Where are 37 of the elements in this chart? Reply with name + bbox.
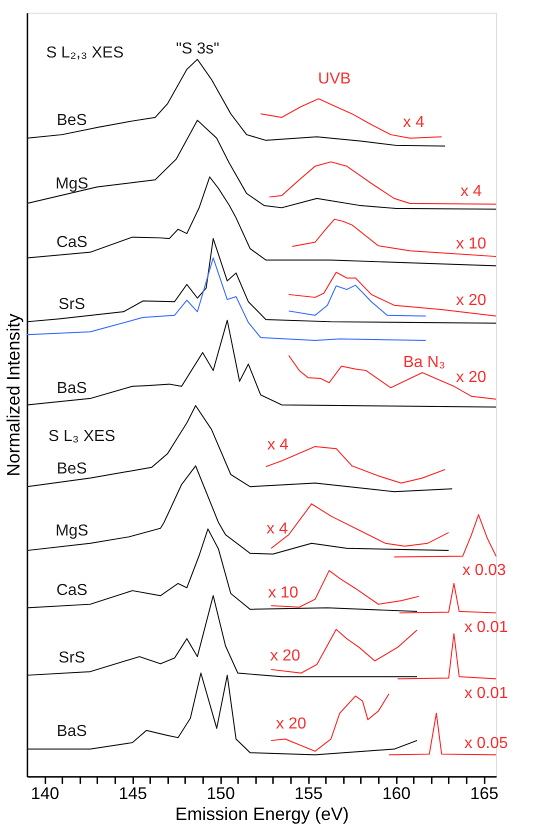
annotation: S L₃ XES xyxy=(48,428,116,445)
series-label: x 4 xyxy=(266,520,288,538)
series-label: BaS xyxy=(56,723,87,740)
series-label: x 4 xyxy=(267,436,289,454)
x-tick-label: 160 xyxy=(382,784,411,803)
series-label: x 20 xyxy=(456,369,486,386)
series-label: MgS xyxy=(55,522,88,540)
series-label: x 4 xyxy=(403,114,424,131)
series-label: MgS xyxy=(55,175,88,192)
y-axis-title: Normalized Intensity xyxy=(3,314,24,476)
series-label: x 20 xyxy=(270,648,300,665)
x-tick-label: 140 xyxy=(30,784,60,803)
series-label: x 0.03 xyxy=(462,562,506,580)
annotation: S L₂,₃ XES xyxy=(46,44,124,62)
series-label: BeS xyxy=(56,112,87,130)
series-label: x 0.05 xyxy=(464,734,508,752)
series-label: CaS xyxy=(56,234,88,251)
series-label: BeS xyxy=(56,460,87,478)
annotation: UVB xyxy=(318,70,351,88)
series-label: BaS xyxy=(56,380,87,397)
series-label: x 0.01 xyxy=(464,618,508,636)
x-axis-title: Emission Energy (eV) xyxy=(175,804,349,824)
text: "S 3s" xyxy=(176,40,220,58)
series-label: x 4 xyxy=(460,183,482,200)
x-tick-label: 150 xyxy=(206,784,235,803)
annotation: Ba N₃ xyxy=(403,354,446,372)
x-tick-label: 145 xyxy=(118,784,148,803)
series-label: x 20 xyxy=(276,716,306,733)
series-label: x 0.01 xyxy=(464,684,508,702)
series-label: x 10 xyxy=(268,584,298,602)
series-label: SrS xyxy=(58,296,86,313)
series-label: x 10 xyxy=(456,236,486,253)
x-tick-label: 155 xyxy=(294,784,323,803)
series-label: SrS xyxy=(58,649,86,666)
series-label: CaS xyxy=(56,582,88,599)
x-tick-label: 165 xyxy=(470,784,498,803)
series-label: x 20 xyxy=(456,292,486,310)
